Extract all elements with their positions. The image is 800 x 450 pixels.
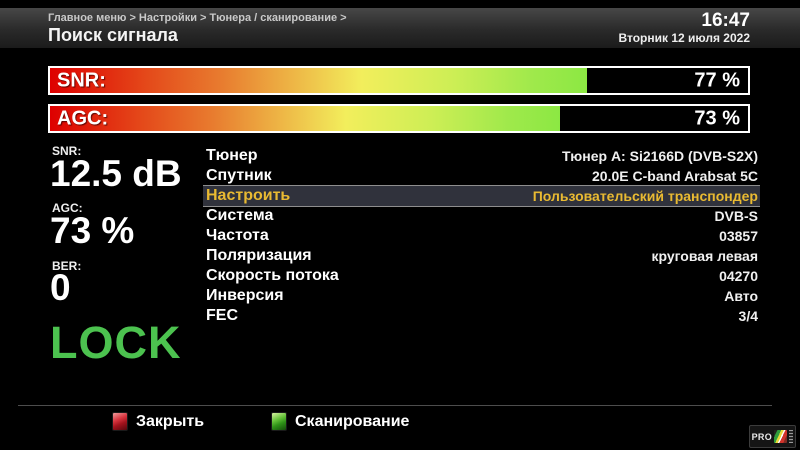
row-value: 3/4 — [738, 308, 758, 324]
row-label: Частота — [206, 227, 269, 244]
table-row-system[interactable]: Система DVB-S — [203, 206, 760, 226]
row-value: 20.0E C-band Arabsat 5C — [592, 168, 758, 184]
agc-progress-bar: AGC: 73 % — [48, 104, 750, 133]
page-title: Поиск сигнала — [48, 25, 178, 45]
brand-logo-icon — [774, 430, 787, 443]
lock-status: LOCK — [50, 317, 182, 368]
row-label: Спутник — [206, 167, 272, 184]
row-value: Авто — [724, 288, 758, 304]
agc-stat-value: 73 % — [50, 210, 135, 251]
green-key-icon — [271, 412, 287, 431]
row-label: Скорость потока — [206, 267, 339, 284]
row-value: Тюнер A: Si2166D (DVB-S2X) — [561, 148, 758, 164]
table-row-polarization[interactable]: Поляризация круговая левая — [203, 246, 760, 266]
snr-bar-value: 77 % — [694, 69, 740, 91]
clock-time: 16:47 — [701, 10, 750, 31]
table-row-satellite[interactable]: Спутник 20.0E C-band Arabsat 5C — [203, 166, 760, 186]
table-row-inversion[interactable]: Инверсия Авто — [203, 286, 760, 306]
row-label: Поляризация — [206, 247, 312, 264]
agc-bar-label: AGC: — [57, 107, 109, 129]
scan-button-label: Сканирование — [295, 412, 410, 430]
table-row-tuner[interactable]: Тюнер Тюнер A: Si2166D (DVB-S2X) — [203, 146, 760, 166]
agc-bar-fill — [50, 106, 560, 131]
table-row-fec[interactable]: FEC 3/4 — [203, 306, 760, 326]
row-value: 03857 — [719, 228, 758, 244]
snr-bar-fill — [50, 68, 588, 93]
brand-text: PRO — [751, 431, 772, 442]
row-label: Система — [206, 207, 274, 224]
row-label: Инверсия — [206, 287, 284, 304]
close-button[interactable]: Закрыть — [112, 412, 204, 431]
red-key-icon — [112, 412, 128, 431]
clock: 16:47 Вторник 12 июля 2022 — [618, 10, 750, 45]
brand-watermark: PRO — [748, 425, 796, 448]
row-label: Настроить — [206, 187, 291, 204]
header-bar: Главное меню > Настройки > Тюнера / скан… — [0, 8, 800, 49]
brand-side-text — [789, 430, 793, 443]
snr-stat-value: 12.5 dB — [50, 153, 182, 194]
snr-stat-label: SNR: — [52, 144, 82, 158]
snr-progress-bar: SNR: 77 % — [48, 66, 750, 95]
row-label: FEC — [206, 307, 238, 324]
ber-stat-value: 0 — [50, 267, 71, 308]
row-value: 04270 — [719, 268, 758, 284]
breadcrumb: Главное меню > Настройки > Тюнера / скан… — [48, 12, 347, 24]
ber-stat-label: BER: — [52, 259, 82, 273]
table-row-symbol-rate[interactable]: Скорость потока 04270 — [203, 266, 760, 286]
row-value: Пользовательский транспондер — [532, 188, 758, 204]
snr-bar-label: SNR: — [57, 69, 106, 91]
table-row-frequency[interactable]: Частота 03857 — [203, 226, 760, 246]
agc-bar-value: 73 % — [694, 107, 740, 129]
row-value: круговая левая — [651, 248, 759, 264]
agc-stat-label: AGC: — [52, 201, 83, 215]
row-label: Тюнер — [206, 147, 258, 164]
clock-date: Вторник 12 июля 2022 — [618, 31, 750, 45]
close-button-label: Закрыть — [136, 412, 205, 430]
table-row-configure[interactable]: Настроить Пользовательский транспондер — [203, 186, 760, 206]
row-value: DVB-S — [714, 208, 758, 224]
scan-button[interactable]: Сканирование — [271, 412, 409, 431]
footer-divider — [18, 405, 772, 406]
